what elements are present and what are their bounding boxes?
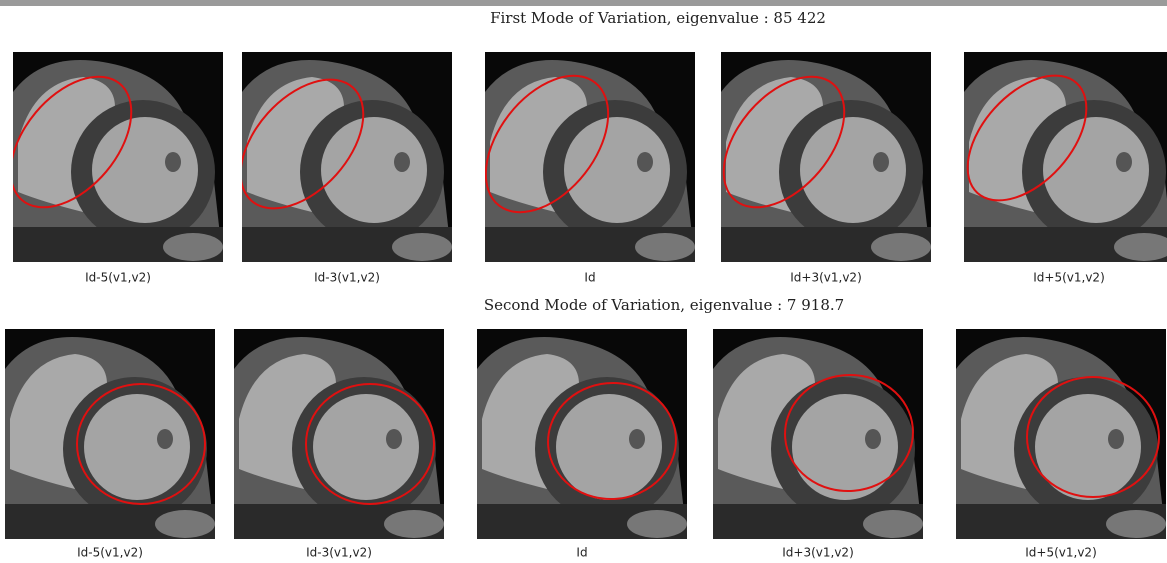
panel-label: Id [584, 271, 595, 285]
highlight-ellipse [242, 78, 365, 210]
lower-blob [392, 233, 452, 261]
left-ventricle [313, 394, 419, 500]
lower-blob [163, 233, 223, 261]
highlight-ellipse [76, 383, 206, 505]
image-content [956, 329, 1166, 539]
mri-image [477, 329, 687, 539]
lower-blob [155, 510, 215, 538]
left-ventricle [321, 117, 427, 223]
image-content [485, 52, 695, 262]
image-content [964, 52, 1167, 262]
papillary [1116, 152, 1132, 172]
lower-blob [1114, 233, 1167, 261]
mri-image [5, 329, 215, 539]
panel-label: Id+5(v1,v2) [1033, 271, 1105, 285]
left-ventricle [1035, 394, 1141, 500]
highlight-ellipse [966, 74, 1088, 202]
panel-label: Id-5(v1,v2) [85, 271, 151, 285]
panel-label: Id [576, 546, 587, 560]
mri-image [956, 329, 1166, 539]
top-bar [0, 0, 1167, 6]
highlight-ellipse [305, 383, 435, 505]
papillary [157, 429, 173, 449]
highlight-ellipse [722, 75, 846, 209]
lower-blob [384, 510, 444, 538]
image-content [713, 329, 923, 539]
mri-image [13, 52, 223, 262]
papillary [637, 152, 653, 172]
highlight-ellipse [1026, 376, 1160, 498]
left-ventricle [556, 394, 662, 500]
papillary [386, 429, 402, 449]
papillary [865, 429, 881, 449]
highlight-ellipse [485, 74, 610, 214]
papillary [165, 152, 181, 172]
panel-label: Id-3(v1,v2) [306, 546, 372, 560]
papillary [629, 429, 645, 449]
image-content [5, 329, 215, 539]
left-ventricle [564, 117, 670, 223]
panel-label: Id-3(v1,v2) [314, 271, 380, 285]
papillary [394, 152, 410, 172]
highlight-ellipse [784, 373, 914, 493]
mri-image [242, 52, 452, 262]
panel-label: Id-5(v1,v2) [77, 546, 143, 560]
mri-image [964, 52, 1167, 262]
lower-blob [871, 233, 931, 261]
lower-blob [863, 510, 923, 538]
papillary [1108, 429, 1124, 449]
left-ventricle [92, 117, 198, 223]
lower-blob [627, 510, 687, 538]
image-content [242, 52, 452, 262]
mri-image [721, 52, 931, 262]
image-content [721, 52, 931, 262]
left-ventricle [792, 394, 898, 500]
image-content [234, 329, 444, 539]
papillary [873, 152, 889, 172]
left-ventricle [84, 394, 190, 500]
highlight-ellipse [13, 75, 133, 209]
mri-image [485, 52, 695, 262]
row-title: First Mode of Variation, eigenvalue : 85… [490, 9, 826, 27]
image-content [477, 329, 687, 539]
left-ventricle [800, 117, 906, 223]
panel-label: Id+5(v1,v2) [1025, 546, 1097, 560]
row-title: Second Mode of Variation, eigenvalue : 7… [484, 296, 844, 314]
highlight-ellipse [547, 381, 677, 501]
left-ventricle [1043, 117, 1149, 223]
panel-label: Id+3(v1,v2) [790, 271, 862, 285]
lower-blob [635, 233, 695, 261]
mri-image [713, 329, 923, 539]
panel-label: Id+3(v1,v2) [782, 546, 854, 560]
image-content [13, 52, 223, 262]
lower-blob [1106, 510, 1166, 538]
mri-image [234, 329, 444, 539]
